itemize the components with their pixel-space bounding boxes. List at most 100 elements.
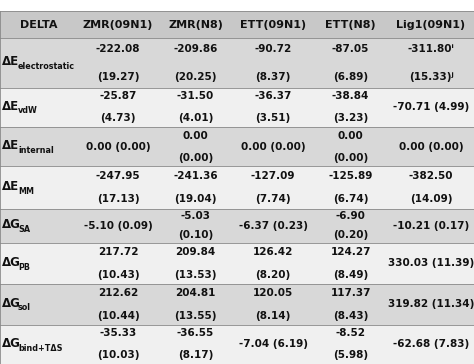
Text: Lig1(09N1): Lig1(09N1): [396, 20, 465, 29]
Bar: [313, 11, 388, 38]
Bar: [388, 284, 474, 325]
Text: MM: MM: [18, 187, 34, 195]
Text: 0.00 (0.00): 0.00 (0.00): [86, 142, 150, 151]
Bar: [158, 243, 233, 284]
Bar: [233, 166, 313, 209]
Bar: [158, 325, 233, 364]
Text: -8.52: -8.52: [336, 328, 365, 339]
Text: sol: sol: [18, 304, 31, 312]
Bar: [78, 11, 158, 38]
Text: -87.05: -87.05: [332, 44, 369, 54]
Text: ΔG: ΔG: [2, 256, 21, 269]
Bar: [388, 88, 474, 127]
Bar: [388, 243, 474, 284]
Text: -6.37 (0.23): -6.37 (0.23): [238, 221, 308, 231]
Text: (0.00): (0.00): [178, 153, 213, 162]
Text: (7.74): (7.74): [255, 194, 291, 205]
Bar: [158, 166, 233, 209]
Bar: [78, 166, 158, 209]
Text: (10.43): (10.43): [97, 270, 139, 280]
Text: (8.37): (8.37): [255, 72, 291, 82]
Bar: [158, 209, 233, 243]
Text: -62.68 (7.83): -62.68 (7.83): [393, 339, 469, 349]
Text: (8.43): (8.43): [333, 311, 368, 321]
Text: -70.71 (4.99): -70.71 (4.99): [393, 102, 469, 112]
Bar: [388, 127, 474, 166]
Bar: [313, 243, 388, 284]
Bar: [313, 88, 388, 127]
Bar: [313, 325, 388, 364]
Text: (5.98): (5.98): [333, 351, 368, 360]
Text: -38.84: -38.84: [332, 91, 369, 101]
Text: (4.73): (4.73): [100, 113, 136, 123]
Bar: [78, 88, 158, 127]
Text: ΔG: ΔG: [2, 218, 21, 231]
Bar: [158, 11, 233, 38]
Text: -247.95: -247.95: [96, 170, 140, 181]
Text: (0.00): (0.00): [333, 153, 368, 162]
Text: 212.62: 212.62: [98, 288, 138, 298]
Text: -10.21 (0.17): -10.21 (0.17): [393, 221, 469, 231]
Text: ΔE: ΔE: [2, 100, 19, 113]
Text: ZMR(N8): ZMR(N8): [168, 20, 223, 29]
Bar: [313, 38, 388, 88]
Text: (4.01): (4.01): [178, 113, 213, 123]
Bar: [313, 284, 388, 325]
Text: PB: PB: [18, 262, 30, 272]
Text: (8.20): (8.20): [255, 270, 291, 280]
Bar: [233, 325, 313, 364]
Bar: [78, 127, 158, 166]
Bar: [233, 243, 313, 284]
Bar: [0, 11, 78, 38]
Bar: [0, 166, 78, 209]
Text: 204.81: 204.81: [175, 288, 216, 298]
Text: -382.50: -382.50: [409, 170, 453, 181]
Text: -35.33: -35.33: [100, 328, 137, 339]
Bar: [158, 88, 233, 127]
Bar: [388, 38, 474, 88]
Bar: [158, 38, 233, 88]
Text: -25.87: -25.87: [100, 91, 137, 101]
Text: (10.44): (10.44): [97, 311, 139, 321]
Text: 117.37: 117.37: [330, 288, 371, 298]
Text: (0.20): (0.20): [333, 230, 368, 240]
Text: -209.86: -209.86: [173, 44, 218, 54]
Text: (6.89): (6.89): [333, 72, 368, 82]
Text: 0.00: 0.00: [182, 131, 209, 141]
Bar: [313, 127, 388, 166]
Text: (17.13): (17.13): [97, 194, 139, 205]
Bar: [0, 88, 78, 127]
Text: SA: SA: [18, 225, 30, 234]
Text: ΔE: ΔE: [2, 55, 19, 68]
Bar: [313, 209, 388, 243]
Text: (13.53): (13.53): [174, 270, 217, 280]
Text: (13.55): (13.55): [174, 311, 217, 321]
Text: 0.00: 0.00: [337, 131, 364, 141]
Text: -6.90: -6.90: [336, 211, 365, 221]
Text: -127.09: -127.09: [251, 170, 295, 181]
Bar: [0, 243, 78, 284]
Bar: [233, 11, 313, 38]
Text: internal: internal: [18, 146, 54, 155]
Text: bind+TΔS: bind+TΔS: [18, 344, 63, 352]
Text: -90.72: -90.72: [255, 44, 292, 54]
Bar: [233, 88, 313, 127]
Text: 0.00 (0.00): 0.00 (0.00): [399, 142, 464, 151]
Bar: [388, 11, 474, 38]
Text: ZMR(09N1): ZMR(09N1): [83, 20, 153, 29]
Text: -31.50: -31.50: [177, 91, 214, 101]
Bar: [78, 38, 158, 88]
Bar: [388, 209, 474, 243]
Bar: [233, 284, 313, 325]
Text: -241.36: -241.36: [173, 170, 218, 181]
Text: 124.27: 124.27: [330, 247, 371, 257]
Text: -125.89: -125.89: [328, 170, 373, 181]
Text: electrostatic: electrostatic: [18, 62, 75, 71]
Bar: [158, 284, 233, 325]
Text: -311.80ⁱ: -311.80ⁱ: [408, 44, 455, 54]
Text: (20.25): (20.25): [174, 72, 217, 82]
Bar: [388, 325, 474, 364]
Text: (14.09): (14.09): [410, 194, 452, 205]
Text: 330.03 (11.39): 330.03 (11.39): [388, 258, 474, 268]
Text: ETT(N8): ETT(N8): [325, 20, 376, 29]
